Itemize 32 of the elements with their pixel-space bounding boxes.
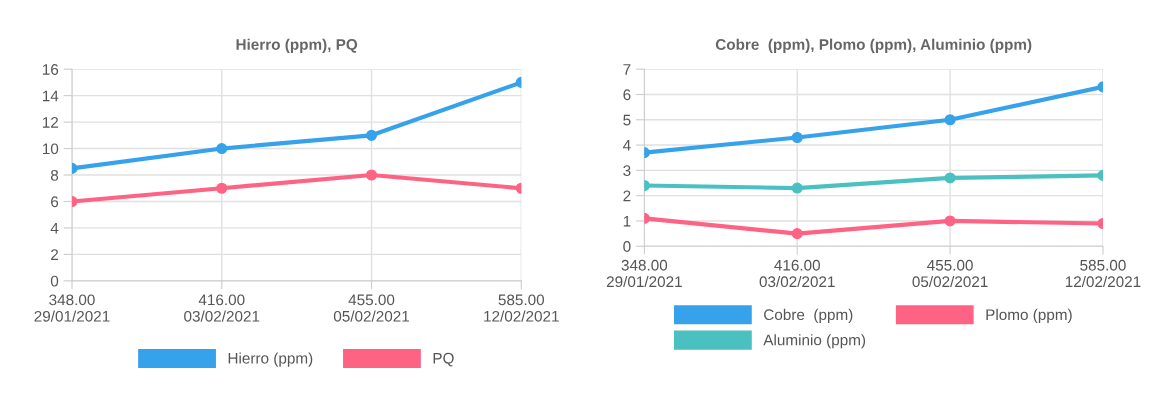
y-tick-label: 0 — [50, 275, 59, 287]
legend-label: PQ — [433, 352, 454, 367]
y-tick-label: 4 — [623, 140, 631, 151]
y-tick-label: 7 — [623, 64, 631, 75]
y-tick-label: 0 — [623, 241, 631, 252]
legend-label: Hierro (ppm) — [228, 352, 313, 367]
x-tick-label: 455.00 05/02/2021 — [333, 294, 410, 322]
x-tick-label: 348.00 29/01/2021 — [34, 294, 110, 322]
y-tick-label: 2 — [51, 249, 59, 260]
y-tick-label: 1 — [623, 215, 631, 227]
x-tick-label: 455.00 05/02/2021 — [912, 259, 988, 288]
x-tick-label: 585.00 12/02/2021 — [1065, 259, 1141, 288]
legend-label: Plomo (ppm) — [986, 308, 1072, 324]
chart-title: Cobre (ppm), Plomo (ppm), Aluminio (ppm) — [715, 38, 1032, 53]
y-tick-label: 4 — [50, 222, 59, 234]
y-tick-label: 8 — [50, 169, 59, 181]
legend-label: Aluminio (ppm) — [763, 334, 866, 349]
x-tick-label: 416.00 03/02/2021 — [184, 294, 260, 322]
y-tick-label: 16 — [42, 64, 59, 75]
y-tick-label: 5 — [623, 114, 631, 126]
x-tick-label: 416.00 03/02/2021 — [759, 259, 835, 288]
y-tick-label: 6 — [623, 89, 631, 101]
y-tick-label: 6 — [51, 196, 59, 208]
legend-label: Cobre (ppm) — [764, 308, 853, 324]
x-tick-label: 585.00 12/02/2021 — [484, 294, 559, 322]
y-tick-label: 10 — [42, 143, 59, 155]
y-tick-label: 12 — [42, 116, 59, 128]
x-tick-label: 348.00 29/01/2021 — [606, 259, 682, 288]
chart-title: Hierro (ppm), PQ — [236, 38, 358, 53]
y-tick-label: 2 — [623, 190, 631, 202]
y-tick-label: 14 — [42, 90, 59, 102]
y-tick-label: 3 — [623, 165, 631, 177]
